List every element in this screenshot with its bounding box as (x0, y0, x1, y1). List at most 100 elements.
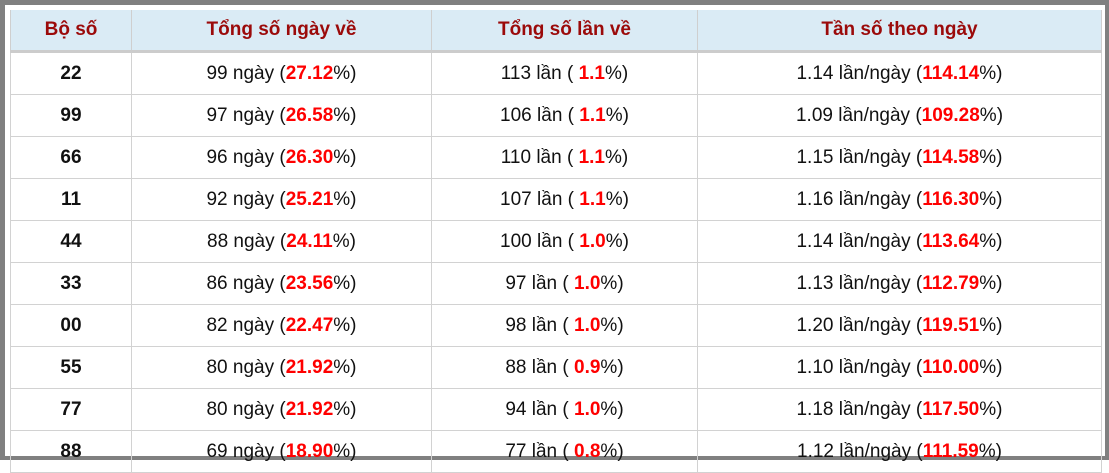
value-text: 88 ngày ( (207, 230, 287, 252)
percent-value: 18.90 (285, 440, 334, 462)
days-cell: 82 ngày (22.47%) (131, 304, 432, 347)
value-text: 77 lần ( (505, 440, 574, 462)
percent-value: 24.11 (286, 230, 333, 252)
times-cell: 94 lần ( 1.0%) (431, 388, 698, 431)
value-text: 92 ngày ( (206, 188, 286, 210)
percent-value: 119.51 (922, 314, 980, 336)
table-row: 11 92 ngày (25.21%) 107 lần ( 1.1%) 1.16 lầ… (10, 178, 1102, 221)
number-cell: 44 (10, 220, 132, 263)
value-text: 99 ngày ( (206, 62, 286, 84)
percent-value: 1.0 (579, 230, 606, 252)
times-cell: 77 lần ( 0.8%) (431, 430, 698, 473)
header-total-times: Tổng số lần về (431, 10, 698, 53)
days-cell: 96 ngày (26.30%) (131, 136, 432, 179)
value-text: 113 lần ( (500, 62, 579, 84)
percent-suffix: %) (333, 62, 357, 84)
number-cell: 33 (10, 262, 132, 305)
percent-value: 112.79 (922, 272, 980, 294)
number-cell: 00 (10, 304, 132, 347)
percent-suffix: %) (332, 230, 356, 252)
number-cell: 99 (10, 94, 132, 137)
percent-value: 22.47 (285, 314, 334, 336)
frequency-cell: 1.16 lần/ngày (116.30%) (697, 178, 1102, 221)
value-text: 1.12 lần/ngày ( (797, 440, 923, 462)
percent-value: 114.14 (922, 62, 980, 84)
percent-suffix: %) (600, 272, 624, 294)
table-row: 77 80 ngày (21.92%) 94 lần ( 1.0%) 1.18 lần… (10, 388, 1102, 431)
percent-suffix: %) (333, 188, 357, 210)
table-row: 66 96 ngày (26.30%) 110 lần ( 1.1%) 1.15 lầ… (10, 136, 1102, 179)
value-text: 86 ngày ( (206, 272, 286, 294)
percent-suffix: %) (333, 272, 357, 294)
percent-value: 27.12 (285, 62, 334, 84)
value-text: 97 ngày ( (206, 104, 286, 126)
days-cell: 86 ngày (23.56%) (131, 262, 432, 305)
table-row: 00 82 ngày (22.47%) 98 lần ( 1.0%) 1.20 lần… (10, 304, 1102, 347)
percent-suffix: %) (605, 62, 629, 84)
percent-suffix: %) (979, 398, 1003, 420)
percent-value: 23.56 (285, 272, 334, 294)
percent-value: 21.92 (285, 398, 334, 420)
percent-suffix: %) (333, 104, 357, 126)
days-cell: 80 ngày (21.92%) (131, 346, 432, 389)
value-text: 1.09 lần/ngày ( (795, 104, 922, 126)
header-frequency: Tần số theo ngày (697, 10, 1102, 53)
percent-suffix: %) (333, 398, 357, 420)
days-cell: 92 ngày (25.21%) (131, 178, 432, 221)
percent-suffix: %) (978, 440, 1002, 462)
percent-value: 117.50 (922, 398, 980, 420)
percent-suffix: %) (600, 398, 624, 420)
percent-suffix: %) (979, 62, 1003, 84)
percent-value: 110.00 (922, 356, 980, 378)
percent-value: 1.1 (578, 62, 605, 84)
percent-suffix: %) (333, 356, 357, 378)
number-cell: 66 (10, 136, 132, 179)
percent-suffix: %) (605, 188, 629, 210)
days-cell: 88 ngày (24.11%) (131, 220, 432, 263)
percent-suffix: %) (605, 146, 629, 168)
percent-value: 21.92 (285, 356, 334, 378)
number-cell: 22 (10, 51, 132, 95)
number-cell: 11 (10, 178, 132, 221)
table-row: 44 88 ngày (24.11%) 100 lần ( 1.0%) 1.14 lầ… (10, 220, 1102, 263)
value-text: 110 lần ( (500, 146, 579, 168)
value-text: 96 ngày ( (206, 146, 286, 168)
value-text: 1.16 lần/ngày ( (796, 188, 923, 210)
percent-suffix: %) (605, 230, 629, 252)
days-cell: 69 ngày (18.90%) (131, 430, 432, 473)
percent-suffix: %) (979, 146, 1003, 168)
value-text: 94 lần ( (505, 398, 574, 420)
number-cell: 55 (10, 346, 132, 389)
value-text: 98 lần ( (505, 314, 574, 336)
percent-value: 26.30 (285, 146, 334, 168)
percent-value: 0.8 (574, 440, 601, 462)
percent-value: 26.58 (285, 104, 334, 126)
percent-value: 116.30 (922, 188, 980, 210)
times-cell: 88 lần ( 0.9%) (431, 346, 698, 389)
value-text: 107 lần ( (500, 188, 580, 210)
table-row: 99 97 ngày (26.58%) 106 lần ( 1.1%) 1.09 lầ… (10, 94, 1102, 137)
value-text: 82 ngày ( (206, 314, 286, 336)
frequency-cell: 1.14 lần/ngày (113.64%) (697, 220, 1102, 263)
percent-suffix: %) (600, 440, 624, 462)
days-cell: 99 ngày (27.12%) (131, 51, 432, 95)
value-text: 1.13 lần/ngày ( (796, 272, 923, 294)
times-cell: 106 lần ( 1.1%) (431, 94, 698, 137)
percent-suffix: %) (979, 272, 1003, 294)
table-row: 22 99 ngày (27.12%) 113 lần ( 1.1%) 1.14 lầ… (10, 51, 1102, 95)
percent-value: 111.59 (922, 440, 979, 462)
value-text: 88 lần ( (505, 356, 574, 378)
frequency-cell: 1.20 lần/ngày (119.51%) (697, 304, 1102, 347)
number-cell: 88 (10, 430, 132, 473)
value-text: 97 lần ( (505, 272, 574, 294)
percent-suffix: %) (333, 440, 357, 462)
number-cell: 77 (10, 388, 132, 431)
times-cell: 100 lần ( 1.0%) (431, 220, 698, 263)
frequency-cell: 1.09 lần/ngày (109.28%) (697, 94, 1102, 137)
header-number: Bộ số (10, 10, 132, 53)
value-text: 1.14 lần/ngày ( (796, 230, 923, 252)
percent-value: 0.9 (574, 356, 601, 378)
percent-value: 1.1 (579, 104, 606, 126)
percent-suffix: %) (979, 230, 1003, 252)
